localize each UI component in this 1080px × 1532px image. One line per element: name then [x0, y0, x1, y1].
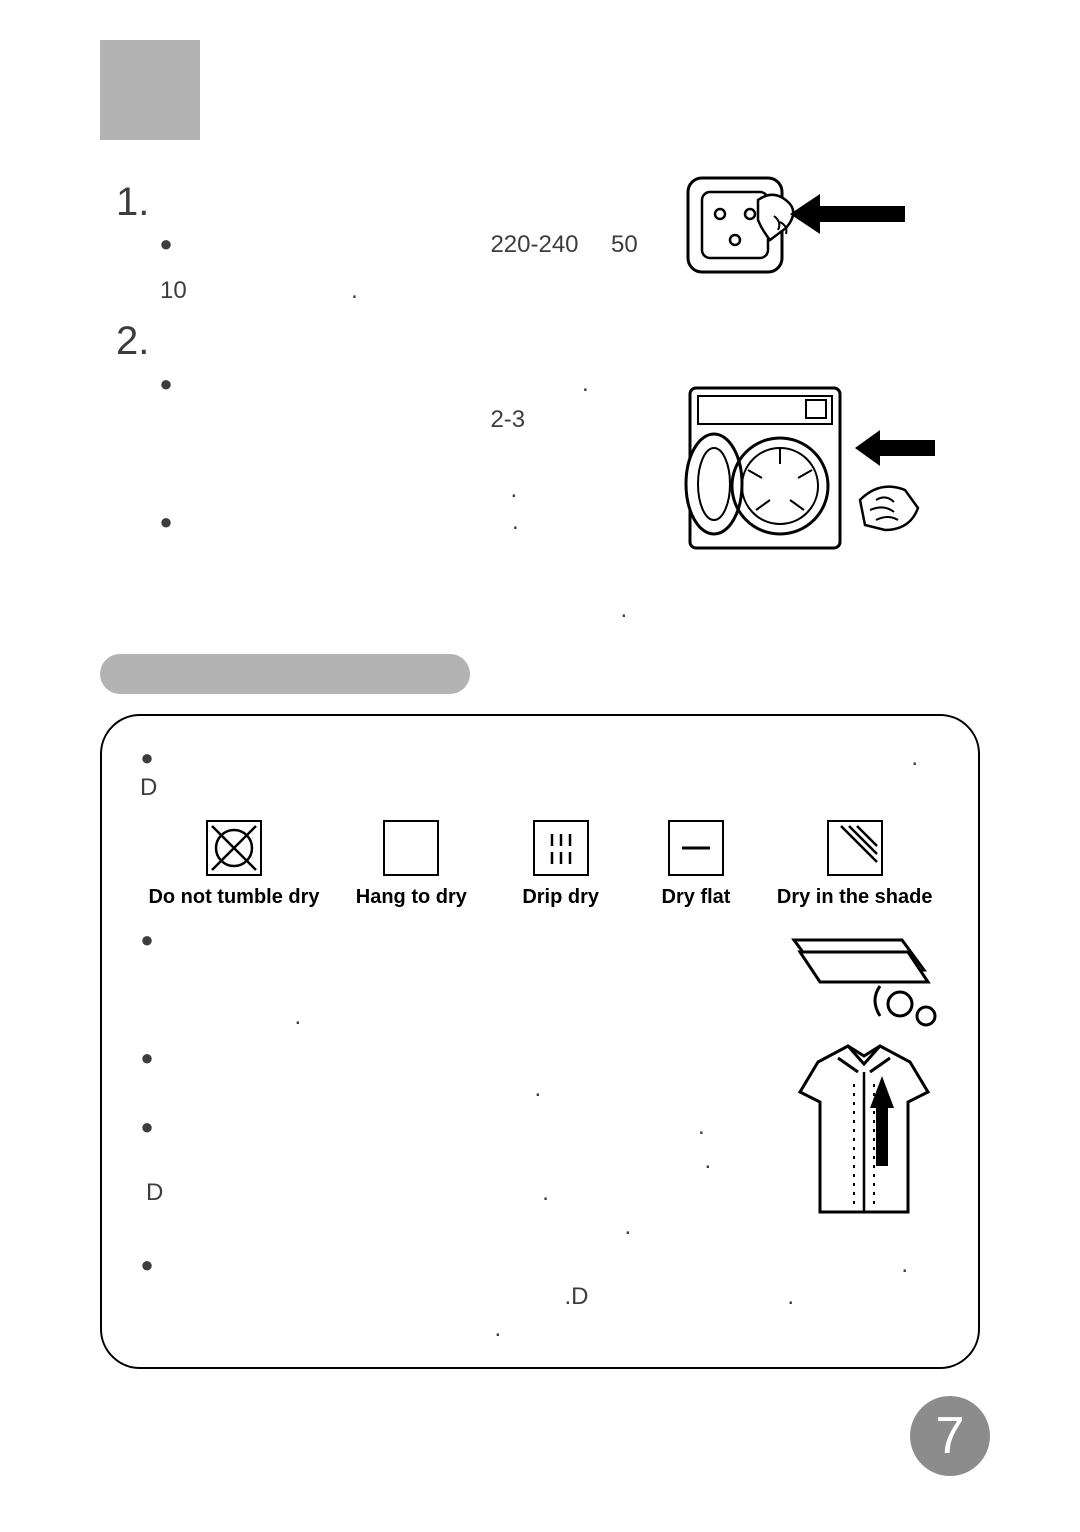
care-line-5: ● . — [136, 1251, 948, 1279]
voltage-value: 220-240 — [490, 231, 578, 258]
symbol-hang-to-dry: Hang to dry — [332, 820, 491, 909]
care-instructions-box: ● . D Do not tumble dry — [100, 714, 980, 1369]
page-root: 1. ● 220-240 50 10 . 2. ● . 2-3 . — [0, 0, 1080, 1532]
bullet-icon: ● — [136, 1252, 158, 1278]
dry-in-shade-icon — [827, 820, 883, 876]
illustration-plug-socket — [680, 170, 910, 280]
amp-value: 10 — [160, 277, 187, 304]
symbol-label: Drip dry — [522, 886, 599, 909]
symbol-label: Dry flat — [662, 886, 731, 909]
bullet-icon: ● — [150, 231, 182, 257]
step-2: 2. — [116, 319, 990, 364]
symbol-dry-flat: Dry flat — [631, 820, 762, 909]
care-d-3-line: .D . — [160, 1283, 948, 1311]
step1-amp-line: 10 . — [160, 277, 990, 305]
bullet-icon: ● — [136, 1045, 158, 1071]
period: . — [582, 370, 589, 398]
period: . — [351, 277, 358, 304]
symbol-dry-in-shade: Dry in the shade — [761, 820, 948, 909]
d-letter: .D — [564, 1283, 588, 1310]
page-number-badge: 7 — [910, 1396, 990, 1476]
bullet-icon: ● — [150, 371, 182, 397]
d-letter: D — [146, 1179, 163, 1206]
kg-value: 2-3 — [490, 406, 525, 433]
page-number: 7 — [936, 1406, 965, 1466]
symbol-do-not-tumble-dry: Do not tumble dry — [136, 820, 332, 909]
symbol-drip-dry: Drip dry — [491, 820, 631, 909]
bullet-icon: ● — [136, 927, 158, 953]
care-d-1: D — [140, 774, 948, 802]
period: . — [624, 1213, 631, 1240]
period: . — [534, 1075, 541, 1102]
section-title-bar — [100, 654, 470, 694]
drip-dry-icon — [533, 820, 589, 876]
care-line-1: ● . — [136, 744, 948, 772]
bullet-icon: ● — [150, 509, 182, 535]
symbol-label: Do not tumble dry — [148, 886, 319, 909]
hang-to-dry-icon — [383, 820, 439, 876]
period: . — [494, 1315, 501, 1342]
illustration-shirt-zip — [778, 1036, 948, 1226]
period: . — [698, 1113, 705, 1141]
period: . — [542, 1179, 549, 1206]
period: . — [704, 1147, 711, 1174]
symbol-label: Dry in the shade — [777, 886, 933, 909]
step-number: 2. — [116, 319, 149, 364]
dry-flat-icon — [668, 820, 724, 876]
bullet-icon: ● — [136, 745, 158, 771]
bullet-icon: ● — [136, 1114, 158, 1140]
period: . — [294, 1003, 301, 1030]
period: . — [787, 1283, 794, 1310]
d-letter: D — [140, 774, 157, 801]
care-line-5c: . — [160, 1315, 948, 1343]
step2-line5: . — [186, 596, 990, 624]
do-not-tumble-dry-icon — [206, 820, 262, 876]
period: . — [901, 1251, 908, 1279]
period: . — [911, 744, 918, 772]
section-grey-block — [100, 40, 200, 140]
hz-value: 50 — [611, 231, 638, 258]
period: . — [512, 508, 519, 536]
symbol-label: Hang to dry — [356, 886, 467, 909]
illustration-dryer-loading — [680, 380, 940, 560]
illustration-tie-accessories — [784, 926, 944, 1036]
period: . — [620, 596, 627, 623]
step-number: 1. — [116, 180, 149, 225]
care-symbols-row: Do not tumble dry Hang to dry — [136, 820, 948, 909]
period: . — [510, 476, 517, 503]
